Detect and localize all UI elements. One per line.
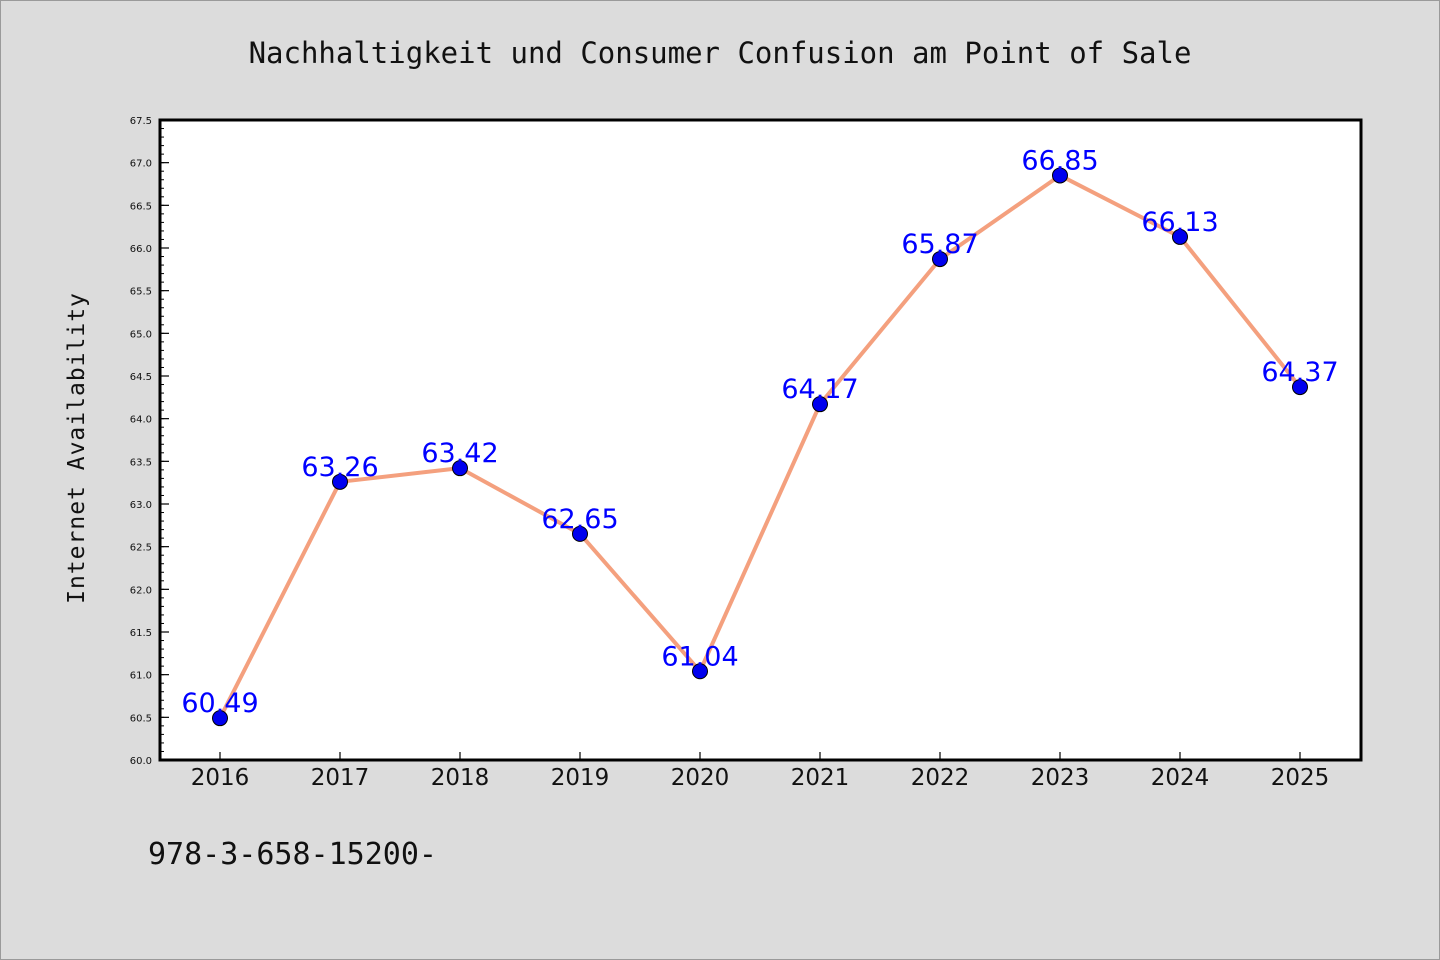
data-label: 66.85: [1021, 145, 1098, 176]
y-tick-label: 60.5: [130, 713, 152, 724]
x-tick-label: 2021: [791, 765, 850, 791]
data-point: [1292, 379, 1308, 396]
x-tick-label: 2025: [1271, 765, 1330, 791]
data-point: [1172, 228, 1188, 245]
y-tick-label: 60.0: [130, 756, 152, 767]
x-tick-label: 2016: [191, 765, 250, 791]
series-line: [218, 173, 1302, 720]
data-point: [212, 710, 228, 727]
x-tick-label: 2020: [671, 765, 730, 791]
data-label: 60.49: [181, 688, 258, 719]
data-label: 61.04: [661, 641, 738, 672]
data-label: 63.26: [301, 452, 378, 483]
data-label: 63.42: [421, 438, 498, 469]
data-label: 64.37: [1261, 357, 1338, 388]
y-tick-label: 62.0: [130, 585, 152, 596]
y-tick-label: 66.0: [130, 244, 152, 255]
footer-code: 978-3-658-15200-: [148, 837, 437, 872]
y-tick-label: 65.5: [130, 287, 152, 298]
y-tick-label: 61.5: [130, 628, 152, 639]
y-tick-label: 65.0: [130, 329, 152, 340]
y-tick-label: 64.5: [130, 372, 152, 383]
data-point: [572, 525, 588, 542]
x-tick-label: 2018: [431, 765, 490, 791]
x-tick-label: 2017: [311, 765, 370, 791]
y-tick-label: 61.0: [130, 671, 152, 682]
x-tick-label: 2022: [911, 765, 970, 791]
y-tick-label: 62.5: [130, 543, 152, 554]
data-point: [1052, 167, 1068, 184]
y-axis-ticks: 60.0 60.5 61.0 61.5 62.0 62.5 63.0 63.5 64.0 64.5…: [130, 116, 169, 767]
y-tick-label: 64.0: [130, 415, 152, 426]
y-tick-label: 63.0: [130, 500, 152, 511]
y-tick-label: 63.5: [130, 457, 152, 468]
y-axis-label: Internet Availability: [64, 292, 90, 604]
data-point: [932, 251, 948, 268]
data-point: [692, 663, 708, 680]
x-axis-ticks: 2016 2017 2018 2019 2020 2021 2022 2023 2024 2025: [191, 752, 1330, 791]
data-point: [812, 396, 828, 413]
x-tick-label: 2024: [1151, 765, 1210, 791]
data-label: 64.17: [781, 374, 858, 405]
data-label: 66.13: [1141, 207, 1218, 238]
series-group: 60.49 63.26 63.42 62.65 61.04 64.17 65.87 66.85…: [181, 145, 1339, 727]
data-label: 62.65: [541, 504, 618, 535]
chart-title: Nachhaltigkeit und Consumer Confusion am…: [249, 36, 1192, 70]
data-label: 65.87: [901, 229, 978, 260]
y-tick-label: 67.0: [130, 159, 152, 170]
x-tick-label: 2023: [1031, 765, 1090, 791]
data-point: [332, 473, 348, 490]
data-point: [452, 460, 468, 477]
y-tick-label: 66.5: [130, 201, 152, 212]
x-tick-label: 2019: [551, 765, 610, 791]
y-tick-label: 67.5: [130, 116, 152, 127]
